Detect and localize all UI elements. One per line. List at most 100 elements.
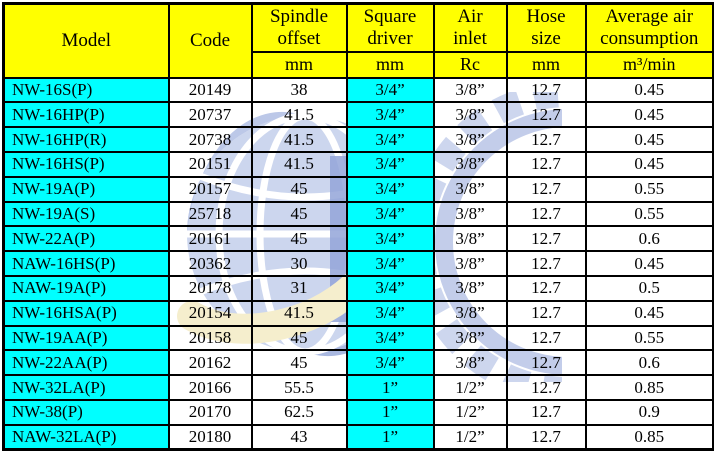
table-row: NW-16HP(R) 20738 41.5 3/4” 3/8” 12.7 0.4… [2,126,714,154]
air-consumption-cell: 0.85 [584,374,714,402]
hose-size-cell: 12.7 [505,399,587,426]
table-row: NW-16HS(P) 20151 41.5 3/4” 3/8” 12.7 0.4… [2,151,714,178]
air-consumption-cell: 0.55 [584,200,714,228]
model-cell: NAW-32LA(P) [2,423,170,451]
code-cell: 20161 [167,225,253,253]
hose-size-cell: 12.7 [505,349,587,377]
spindle-offset-cell: 45 [250,175,348,203]
table-row: NW-22A(P) 20161 45 3/4” 3/8” 12.7 0.6 [2,225,714,253]
spindle-offset-cell: 38 [250,76,348,104]
square-driver-cell: 3/4” [345,76,435,104]
hose-size-cell: 12.7 [505,423,587,451]
table-row: NW-16S(P) 20149 38 3/4” 3/8” 12.7 0.45 [2,76,714,104]
air-inlet-cell: 1/2” [432,423,508,451]
code-cell: 20149 [167,76,253,104]
spindle-offset-cell: 41.5 [250,151,348,178]
model-cell: NW-19A(P) [2,175,170,203]
air-consumption-cell: 0.55 [584,324,714,352]
col-header-air-inlet: Air inlet [432,2,508,53]
table-row: NAW-32LA(P) 20180 43 1” 1/2” 12.7 0.85 [2,423,714,451]
air-inlet-cell: 3/8” [432,225,508,253]
code-cell: 20157 [167,175,253,203]
spindle-offset-cell: 62.5 [250,399,348,426]
air-inlet-cell: 3/8” [432,101,508,129]
model-cell: NW-16HSA(P) [2,299,170,327]
air-inlet-cell: 3/8” [432,349,508,377]
square-driver-cell: 3/4” [345,101,435,129]
air-consumption-cell: 0.45 [584,250,714,278]
air-consumption-cell: 0.45 [584,76,714,104]
air-consumption-cell: 0.45 [584,151,714,178]
model-cell: NW-16HS(P) [2,151,170,178]
air-inlet-cell: 3/8” [432,275,508,302]
model-cell: NW-38(P) [2,399,170,426]
table-row: NW-16HP(P) 20737 41.5 3/4” 3/8” 12.7 0.4… [2,101,714,129]
air-inlet-cell: 1/2” [432,399,508,426]
air-inlet-cell: 3/8” [432,200,508,228]
air-inlet-cell: 3/8” [432,250,508,278]
spindle-offset-cell: 45 [250,200,348,228]
code-cell: 20170 [167,399,253,426]
code-cell: 20180 [167,423,253,451]
air-inlet-cell: 1/2” [432,374,508,402]
model-cell: NW-16HP(P) [2,101,170,129]
air-consumption-cell: 0.45 [584,299,714,327]
table-row: NW-19A(S) 25718 45 3/4” 3/8” 12.7 0.55 [2,200,714,228]
hose-size-cell: 12.7 [505,175,587,203]
code-cell: 20162 [167,349,253,377]
code-cell: 20178 [167,275,253,302]
hose-size-cell: 12.7 [505,126,587,154]
unit-spindle-offset: mm [250,50,348,79]
col-header-square-driver: Square driver [345,2,435,53]
spindle-offset-cell: 45 [250,324,348,352]
air-consumption-cell: 0.5 [584,275,714,302]
col-header-spindle-offset: Spindle offset [250,2,348,53]
air-inlet-cell: 3/8” [432,175,508,203]
spindle-offset-cell: 41.5 [250,101,348,129]
table-row: NW-38(P) 20170 62.5 1” 1/2” 12.7 0.9 [2,399,714,426]
model-cell: NW-32LA(P) [2,374,170,402]
spindle-offset-cell: 31 [250,275,348,302]
code-cell: 20166 [167,374,253,402]
col-header-hose-size: Hose size [505,2,587,53]
table-row: NW-22AA(P) 20162 45 3/4” 3/8” 12.7 0.6 [2,349,714,377]
spindle-offset-cell: 41.5 [250,299,348,327]
col-header-code: Code [167,2,253,79]
table-row: NW-16HSA(P) 20154 41.5 3/4” 3/8” 12.7 0.… [2,299,714,327]
square-driver-cell: 1” [345,399,435,426]
air-consumption-cell: 0.45 [584,126,714,154]
air-inlet-cell: 3/8” [432,76,508,104]
square-driver-cell: 3/4” [345,324,435,352]
square-driver-cell: 3/4” [345,349,435,377]
col-header-model: Model [2,2,170,79]
square-driver-cell: 3/4” [345,299,435,327]
model-cell: NW-22A(P) [2,225,170,253]
model-cell: NW-16S(P) [2,76,170,104]
square-driver-cell: 3/4” [345,126,435,154]
table-row: NAW-19A(P) 20178 31 3/4” 3/8” 12.7 0.5 [2,275,714,302]
spindle-offset-cell: 45 [250,349,348,377]
code-cell: 20738 [167,126,253,154]
table-row: NAW-16HS(P) 20362 30 3/4” 3/8” 12.7 0.45 [2,250,714,278]
spindle-offset-cell: 43 [250,423,348,451]
hose-size-cell: 12.7 [505,299,587,327]
table-row: NW-19A(P) 20157 45 3/4” 3/8” 12.7 0.55 [2,175,714,203]
hose-size-cell: 12.7 [505,225,587,253]
unit-square-driver: mm [345,50,435,79]
table-row: NW-19AA(P) 20158 45 3/4” 3/8” 12.7 0.55 [2,324,714,352]
air-consumption-cell: 0.85 [584,423,714,451]
model-cell: NW-16HP(R) [2,126,170,154]
spindle-offset-cell: 41.5 [250,126,348,154]
header-row-units: mm mm Rc mm m³/min [4,50,714,79]
unit-air-consumption: m³/min [584,50,714,79]
air-inlet-cell: 3/8” [432,126,508,154]
model-cell: NW-19A(S) [2,200,170,228]
square-driver-cell: 3/4” [345,225,435,253]
air-inlet-cell: 3/8” [432,324,508,352]
air-inlet-cell: 3/8” [432,151,508,178]
code-cell: 20158 [167,324,253,352]
code-cell: 20154 [167,299,253,327]
square-driver-cell: 3/4” [345,151,435,178]
air-consumption-cell: 0.45 [584,101,714,129]
